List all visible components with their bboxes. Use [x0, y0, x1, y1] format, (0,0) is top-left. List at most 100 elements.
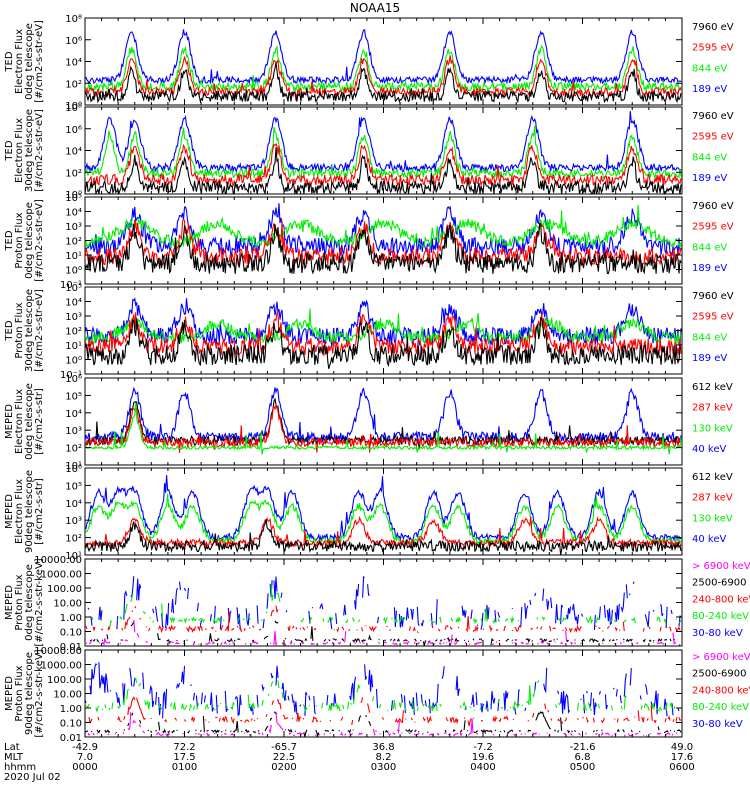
y-tick-label: 10⁴	[65, 147, 82, 158]
y-axis-label-line: MEPED	[4, 404, 15, 439]
y-axis-label-line: [#/cm2-s-str]	[34, 478, 45, 545]
y-tick-label: 10²	[65, 168, 82, 179]
x-tick-label: 0600	[669, 762, 694, 773]
legend-entry: 844 eV	[692, 242, 727, 253]
panel-data	[85, 29, 682, 104]
x-tick-label: -42.9	[72, 742, 98, 753]
y-axis-label-line: Proton Flux	[14, 665, 25, 721]
y-tick-label: 10.00	[53, 599, 82, 610]
series-line-meped-proton-90deg-2	[88, 696, 682, 727]
legend-entry: 189 eV	[692, 84, 727, 95]
legend-entry: > 6900 keV	[692, 652, 750, 663]
legend-entry: 7960 eV	[692, 22, 734, 33]
x-row-label: 2020 Jul 02	[4, 772, 61, 783]
legend-entry: 844 eV	[692, 63, 727, 74]
panel-meped-proton-0deg: 0.010.101.0010.00100.001000.0010000.00ME…	[4, 555, 750, 653]
chart-title: NOAA15	[350, 1, 400, 15]
x-tick-label: 0100	[172, 762, 197, 773]
series-line-meped-electron-90deg-2	[85, 515, 682, 549]
series-line-meped-proton-0deg-1	[91, 584, 682, 628]
legend-entry: > 6900 keV	[692, 561, 750, 572]
y-tick-label: 10²	[65, 79, 82, 90]
y-axis-label-line: [#/cm2-s-str-eV]	[34, 289, 45, 372]
panel-frame	[84, 106, 683, 195]
series-line-ted-proton-30deg-1	[85, 308, 682, 346]
x-tick-label: 72.2	[173, 742, 195, 753]
y-tick-label: 10⁴	[65, 499, 82, 510]
y-axis-label-line: Proton Flux	[14, 212, 25, 268]
y-axis-label-line: Electron Flux	[14, 118, 25, 183]
y-tick-label: 10⁰	[65, 101, 82, 112]
y-tick-label: 0.10	[60, 628, 82, 639]
legend-entry: 130 keV	[692, 423, 733, 434]
series-line-meped-proton-90deg-3	[85, 710, 682, 737]
y-tick-label: 1.00	[60, 613, 82, 624]
y-tick-label: 10⁶	[65, 125, 82, 136]
y-tick-label: 10000.00	[34, 646, 82, 657]
x-row-label: MLT	[4, 752, 24, 763]
x-tick-label: 49.0	[671, 742, 693, 753]
panel-frame	[84, 377, 683, 466]
legend-entry: 7960 eV	[692, 291, 734, 302]
series-line-ted-electron-30deg-3	[85, 147, 682, 194]
panel-frame	[84, 558, 683, 647]
x-tick-label: -7.2	[473, 742, 493, 753]
y-axis-label: TED Electron Flux 30deg telescope [#/cm2-s-…	[4, 109, 45, 192]
legend-entry: 240-800 keV	[692, 685, 750, 696]
legend-entry: 30-80 keV	[692, 628, 743, 639]
series-line-ted-electron-0deg-2	[85, 55, 682, 101]
y-tick-label: 10²	[65, 534, 82, 545]
y-axis-label: TED Proton Flux 0deg telescope [#/cm2-s-str…	[4, 199, 45, 282]
y-tick-label: 0.01	[60, 642, 82, 653]
legend-entry: 287 keV	[692, 493, 733, 504]
x-tick-label: 0400	[470, 762, 495, 773]
y-tick-label: 10⁰	[65, 266, 82, 277]
y-tick-label: 10⁵	[65, 193, 82, 204]
y-tick-label: 1.00	[60, 704, 82, 715]
series-line-ted-electron-0deg-0	[85, 29, 682, 86]
legend-entry: 40 keV	[692, 534, 726, 545]
legend-entry: 2595 eV	[692, 312, 734, 323]
legend-entry: 80-240 keV	[692, 611, 749, 622]
y-axis-label-line: TED	[4, 140, 15, 161]
panel-frame	[84, 649, 683, 738]
x-tick-label: 6.8	[575, 752, 591, 763]
y-axis-label-line: MEPED	[4, 676, 15, 711]
y-axis-label-line: 90deg telescope	[24, 652, 35, 735]
y-axis-label: MEPED Proton Flux 0deg telescope [#/cm2-s-s…	[4, 558, 45, 646]
series-line-meped-electron-0deg-0	[85, 386, 682, 444]
x-row-label: Lat	[4, 742, 20, 753]
y-axis-label-line: Electron Flux	[14, 479, 25, 544]
y-axis-label-line: 0deg telescope	[24, 23, 35, 100]
series-line-ted-electron-30deg-2	[85, 142, 682, 188]
legend-entry: 2595 eV	[692, 132, 734, 143]
legend-entry: 30-80 keV	[692, 719, 743, 730]
y-tick-label: 10⁴	[65, 58, 82, 69]
y-axis-label-line: Electron Flux	[14, 389, 25, 454]
y-tick-label: 10²	[65, 327, 82, 338]
y-tick-label: 1000.00	[41, 570, 82, 581]
y-axis-label: MEPED Electron Flux 0deg telescope [#/cm2-s…	[4, 383, 45, 460]
legend-entry: 2595 eV	[692, 43, 734, 54]
y-tick-label: 10⁵	[65, 283, 82, 294]
panel-meped-proton-90deg: 0.010.101.0010.00100.001000.0010000.00ME…	[4, 646, 750, 744]
y-axis-label-line: 30deg telescope	[24, 109, 35, 192]
panel-data	[85, 203, 682, 275]
legend-entry: 189 eV	[692, 173, 727, 184]
series-line-ted-proton-30deg-3	[85, 316, 682, 369]
y-tick-label: 10000.00	[34, 555, 82, 566]
y-tick-label: 10⁸	[65, 103, 82, 114]
y-axis-label-line: 90deg telescope	[24, 470, 35, 553]
y-tick-label: 10⁻¹	[60, 370, 82, 381]
y-axis-label: MEPED Proton Flux 90deg telescope [#/cm2-s-…	[4, 649, 45, 737]
x-tick-label: 19.6	[472, 752, 494, 763]
panel-data	[85, 662, 681, 737]
y-axis-label-line: MEPED	[4, 494, 15, 529]
legend-entry: 612 keV	[692, 472, 733, 483]
y-axis-label-line: [#/cm2-s-str-keV]	[34, 649, 45, 737]
y-axis-label-line: Proton Flux	[14, 302, 25, 358]
legend-entry: 612 keV	[692, 382, 733, 393]
legend-entry: 40 keV	[692, 444, 726, 455]
